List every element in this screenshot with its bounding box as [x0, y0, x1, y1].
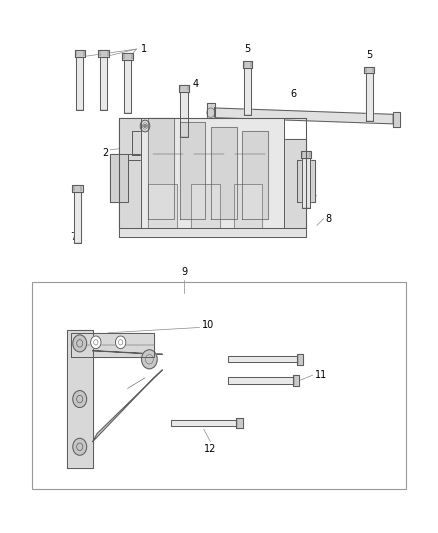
Text: 11: 11: [315, 370, 327, 380]
Text: 5: 5: [244, 44, 251, 54]
Polygon shape: [132, 120, 158, 155]
Circle shape: [144, 124, 146, 127]
Polygon shape: [119, 228, 306, 237]
Polygon shape: [234, 184, 262, 228]
Circle shape: [73, 335, 87, 352]
Polygon shape: [293, 375, 299, 386]
Polygon shape: [74, 50, 85, 57]
Polygon shape: [141, 118, 283, 228]
Text: 10: 10: [202, 320, 214, 330]
Polygon shape: [124, 60, 131, 113]
Circle shape: [73, 438, 87, 455]
Circle shape: [116, 336, 126, 349]
Text: 5: 5: [366, 50, 372, 60]
Circle shape: [141, 350, 157, 369]
Circle shape: [140, 120, 150, 132]
Polygon shape: [127, 154, 165, 160]
Polygon shape: [180, 92, 188, 136]
Polygon shape: [301, 151, 311, 158]
Text: 8: 8: [325, 214, 332, 224]
Text: 7: 7: [311, 195, 317, 205]
Circle shape: [142, 123, 148, 129]
Polygon shape: [211, 126, 237, 220]
Polygon shape: [72, 185, 83, 192]
Polygon shape: [110, 154, 127, 201]
Polygon shape: [76, 57, 83, 110]
Polygon shape: [393, 112, 399, 126]
Polygon shape: [71, 333, 154, 357]
Polygon shape: [148, 184, 177, 228]
Text: 3: 3: [133, 126, 139, 136]
Polygon shape: [191, 184, 219, 228]
Polygon shape: [228, 377, 293, 384]
Polygon shape: [179, 85, 189, 92]
Polygon shape: [215, 108, 393, 124]
Polygon shape: [207, 103, 215, 122]
Polygon shape: [242, 131, 268, 220]
Polygon shape: [93, 370, 162, 441]
Polygon shape: [180, 122, 205, 220]
Circle shape: [73, 391, 87, 408]
Polygon shape: [148, 118, 174, 220]
Polygon shape: [283, 139, 306, 228]
Polygon shape: [297, 160, 315, 201]
Text: 12: 12: [204, 444, 216, 454]
Bar: [32, 282, 406, 489]
Polygon shape: [171, 419, 237, 426]
Text: 4: 4: [193, 78, 199, 88]
Circle shape: [91, 336, 101, 349]
Polygon shape: [364, 67, 374, 73]
Polygon shape: [297, 354, 304, 365]
Polygon shape: [366, 73, 373, 120]
Polygon shape: [243, 61, 252, 68]
Text: 9: 9: [181, 267, 187, 277]
Polygon shape: [119, 118, 141, 228]
Polygon shape: [67, 330, 93, 468]
Text: 2: 2: [102, 148, 108, 158]
Text: 7: 7: [70, 232, 76, 242]
Polygon shape: [93, 351, 162, 354]
Polygon shape: [228, 356, 297, 362]
Polygon shape: [122, 53, 133, 60]
Polygon shape: [99, 50, 109, 57]
Polygon shape: [244, 68, 251, 115]
Polygon shape: [100, 57, 107, 110]
Polygon shape: [302, 158, 310, 208]
Text: 6: 6: [290, 90, 296, 100]
Polygon shape: [237, 418, 243, 428]
Text: 1: 1: [141, 44, 147, 54]
Polygon shape: [74, 192, 81, 243]
